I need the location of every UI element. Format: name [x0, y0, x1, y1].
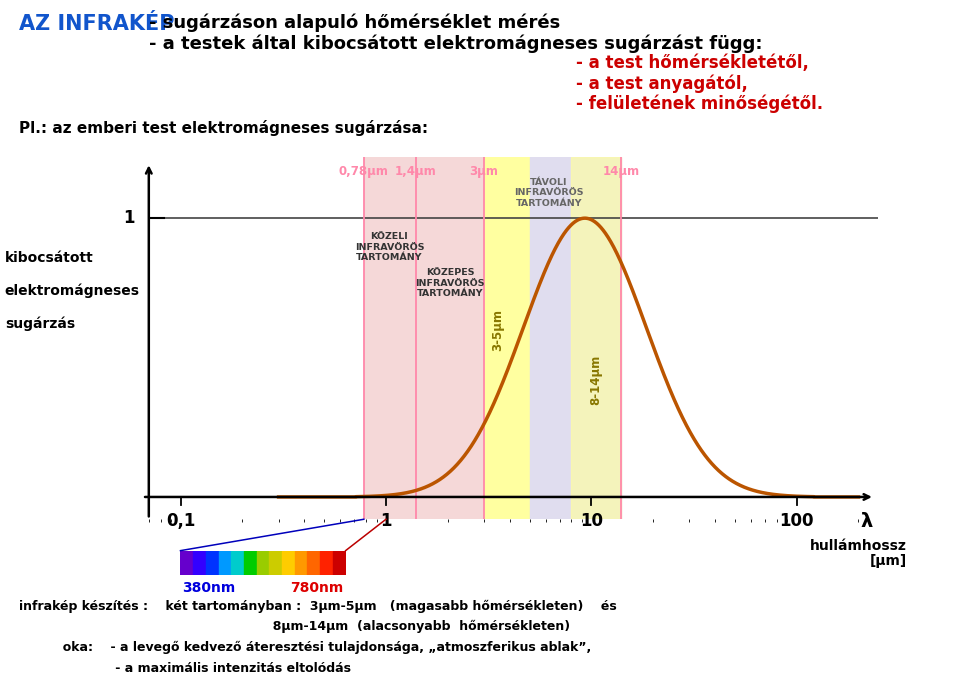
Text: - felületének minőségétől.: - felületének minőségétől. [576, 95, 823, 114]
Text: - sugárzáson alapuló hőmérséklet mérés: - sugárzáson alapuló hőmérséklet mérés [149, 14, 560, 33]
Text: 14μm: 14μm [603, 164, 640, 178]
Text: oka:    - a levegő kedvező áteresztési tulajdonsága, „atmoszferikus ablak”,: oka: - a levegő kedvező áteresztési tula… [19, 641, 591, 654]
Text: - a test hőmérsékletétől,: - a test hőmérsékletétől, [576, 54, 809, 72]
Text: Pl.: az emberi test elektromágneses sugárzása:: Pl.: az emberi test elektromágneses sugá… [19, 120, 428, 136]
Bar [364, 157, 416, 519]
Text: elektromágneses: elektromágneses [5, 284, 140, 298]
Bar [193, 551, 205, 575]
Text: 780nm: 780nm [291, 581, 344, 595]
Text: AZ INFRAKÉP: AZ INFRAKÉP [19, 14, 175, 34]
Bar [571, 157, 621, 519]
Text: 1,4μm: 1,4μm [396, 164, 437, 178]
Bar [321, 551, 333, 575]
Text: λ: λ [861, 512, 874, 531]
Text: 10: 10 [580, 512, 603, 530]
Text: - a maximális intenzitás eltolódás: - a maximális intenzitás eltolódás [19, 662, 351, 675]
Bar [484, 157, 530, 519]
Bar [416, 157, 484, 519]
Text: 1: 1 [124, 209, 135, 227]
Bar [205, 551, 219, 575]
Text: 3μm: 3μm [469, 164, 498, 178]
Text: hullámhossz: hullámhossz [810, 539, 907, 553]
Text: - a testek által kibocsátott elektromágneses sugárzást függ:: - a testek által kibocsátott elektromágn… [149, 35, 762, 54]
Text: 1: 1 [380, 512, 392, 530]
Text: KÖZELI
INFRAVÖRÖS
TARTOMÁNY: KÖZELI INFRAVÖRÖS TARTOMÁNY [354, 232, 424, 262]
Text: - a test anyagától,: - a test anyagától, [576, 75, 748, 93]
Text: 380nm: 380nm [182, 581, 235, 595]
Bar [219, 551, 231, 575]
Bar [256, 551, 270, 575]
Text: 0,78μm: 0,78μm [339, 164, 389, 178]
Text: kibocsátott: kibocsátott [5, 252, 93, 266]
Text: sugárzás: sugárzás [5, 316, 75, 331]
Bar [231, 551, 244, 575]
Text: 3-5μm: 3-5μm [492, 309, 504, 351]
Bar [333, 551, 346, 575]
Text: TÁVOLI
INFRAVÖRÖS
TARTOMÁNY: TÁVOLI INFRAVÖRÖS TARTOMÁNY [514, 178, 584, 208]
Text: [μm]: [μm] [870, 554, 907, 568]
Text: 8-14μm: 8-14μm [589, 355, 602, 405]
Bar [295, 551, 307, 575]
Bar [180, 551, 193, 575]
Text: 0,1: 0,1 [166, 512, 195, 530]
Bar [307, 551, 321, 575]
Text: infrakép készítés :    két tartományban :  3μm-5μm   (magasabb hőmérsékleten)   : infrakép készítés : két tartományban : 3… [19, 599, 617, 613]
Text: 8μm-14μm  (alacsonyabb  hőmérsékleten): 8μm-14μm (alacsonyabb hőmérsékleten) [19, 620, 570, 634]
Bar [270, 551, 282, 575]
Text: 100: 100 [780, 512, 814, 530]
Bar [282, 551, 295, 575]
Text: KÖZEPES
INFRAVÖRÖS
TARTOMÁNY: KÖZEPES INFRAVÖRÖS TARTOMÁNY [416, 268, 485, 298]
Bar [244, 551, 256, 575]
Bar [530, 157, 621, 519]
